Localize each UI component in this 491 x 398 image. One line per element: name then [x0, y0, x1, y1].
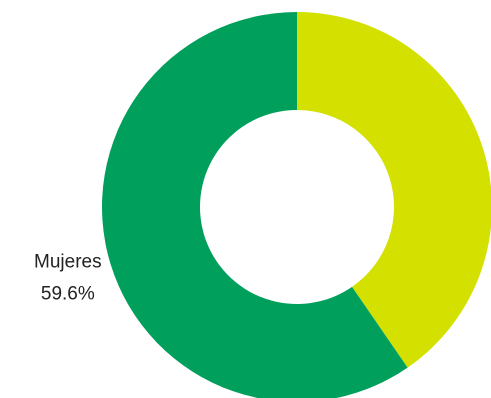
slice-value-label: 59.6% — [41, 283, 95, 304]
slice-label: Mujeres — [34, 251, 102, 272]
donut-slice — [297, 12, 491, 368]
donut-slice — [102, 12, 408, 398]
